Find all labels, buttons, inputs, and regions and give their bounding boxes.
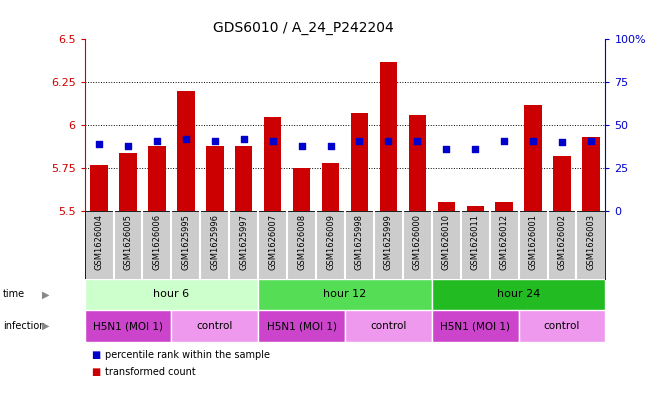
Text: GSM1625995: GSM1625995 bbox=[182, 214, 190, 270]
Bar bbox=[119, 152, 137, 211]
Text: hour 12: hour 12 bbox=[324, 290, 367, 299]
Text: GSM1625998: GSM1625998 bbox=[355, 214, 364, 270]
Bar bbox=[206, 146, 223, 211]
Bar bbox=[525, 105, 542, 211]
Text: GSM1625996: GSM1625996 bbox=[210, 214, 219, 270]
Bar bbox=[293, 168, 311, 211]
Bar bbox=[409, 115, 426, 211]
Text: control: control bbox=[197, 321, 233, 331]
Text: GSM1625997: GSM1625997 bbox=[240, 214, 248, 270]
Bar bbox=[432, 279, 605, 310]
Point bbox=[557, 139, 567, 145]
Text: GSM1626007: GSM1626007 bbox=[268, 214, 277, 270]
Text: control: control bbox=[544, 321, 580, 331]
Point bbox=[383, 138, 394, 144]
Text: ■: ■ bbox=[91, 350, 100, 360]
Bar bbox=[351, 113, 368, 211]
Bar bbox=[495, 202, 513, 211]
Point bbox=[412, 138, 422, 144]
Bar bbox=[148, 146, 165, 211]
Text: GSM1626003: GSM1626003 bbox=[587, 214, 596, 270]
Point bbox=[586, 138, 596, 144]
Text: control: control bbox=[370, 321, 407, 331]
Bar bbox=[258, 279, 432, 310]
Text: ■: ■ bbox=[91, 367, 100, 377]
Bar bbox=[432, 310, 519, 342]
Bar bbox=[322, 163, 339, 211]
Bar bbox=[85, 310, 171, 342]
Text: GSM1626006: GSM1626006 bbox=[152, 214, 161, 270]
Bar bbox=[177, 91, 195, 211]
Point bbox=[152, 138, 162, 144]
Text: ▶: ▶ bbox=[42, 290, 50, 299]
Point bbox=[123, 143, 133, 149]
Bar bbox=[235, 146, 253, 211]
Text: ▶: ▶ bbox=[42, 321, 50, 331]
Point bbox=[268, 138, 278, 144]
Point bbox=[326, 143, 336, 149]
Text: H5N1 (MOI 1): H5N1 (MOI 1) bbox=[440, 321, 510, 331]
Bar bbox=[467, 206, 484, 211]
Text: GSM1626010: GSM1626010 bbox=[442, 214, 450, 270]
Point bbox=[354, 138, 365, 144]
Text: GSM1626005: GSM1626005 bbox=[124, 214, 133, 270]
Text: hour 24: hour 24 bbox=[497, 290, 540, 299]
Text: percentile rank within the sample: percentile rank within the sample bbox=[105, 350, 270, 360]
Point bbox=[470, 146, 480, 152]
Text: H5N1 (MOI 1): H5N1 (MOI 1) bbox=[93, 321, 163, 331]
Bar bbox=[85, 279, 258, 310]
Point bbox=[296, 143, 307, 149]
Title: GDS6010 / A_24_P242204: GDS6010 / A_24_P242204 bbox=[213, 22, 394, 35]
Text: GSM1626011: GSM1626011 bbox=[471, 214, 480, 270]
Point bbox=[441, 146, 452, 152]
Text: GSM1626001: GSM1626001 bbox=[529, 214, 538, 270]
Bar bbox=[90, 165, 108, 211]
Point bbox=[238, 136, 249, 142]
Text: GSM1626004: GSM1626004 bbox=[94, 214, 104, 270]
Text: infection: infection bbox=[3, 321, 46, 331]
Point bbox=[181, 136, 191, 142]
Text: GSM1626012: GSM1626012 bbox=[500, 214, 508, 270]
Bar bbox=[345, 310, 432, 342]
Bar bbox=[264, 117, 281, 211]
Bar bbox=[171, 310, 258, 342]
Text: GSM1625999: GSM1625999 bbox=[384, 214, 393, 270]
Text: H5N1 (MOI 1): H5N1 (MOI 1) bbox=[267, 321, 337, 331]
Bar bbox=[582, 137, 600, 211]
Text: GSM1626002: GSM1626002 bbox=[557, 214, 566, 270]
Bar bbox=[258, 310, 345, 342]
Point bbox=[210, 138, 220, 144]
Bar bbox=[519, 310, 605, 342]
Text: hour 6: hour 6 bbox=[154, 290, 189, 299]
Text: time: time bbox=[3, 290, 25, 299]
Bar bbox=[380, 62, 397, 211]
Point bbox=[94, 141, 104, 147]
Text: GSM1626000: GSM1626000 bbox=[413, 214, 422, 270]
Bar bbox=[437, 202, 455, 211]
Point bbox=[528, 138, 538, 144]
Text: transformed count: transformed count bbox=[105, 367, 196, 377]
Text: GSM1626008: GSM1626008 bbox=[297, 214, 306, 270]
Point bbox=[499, 138, 509, 144]
Text: GSM1626009: GSM1626009 bbox=[326, 214, 335, 270]
Bar bbox=[553, 156, 571, 211]
